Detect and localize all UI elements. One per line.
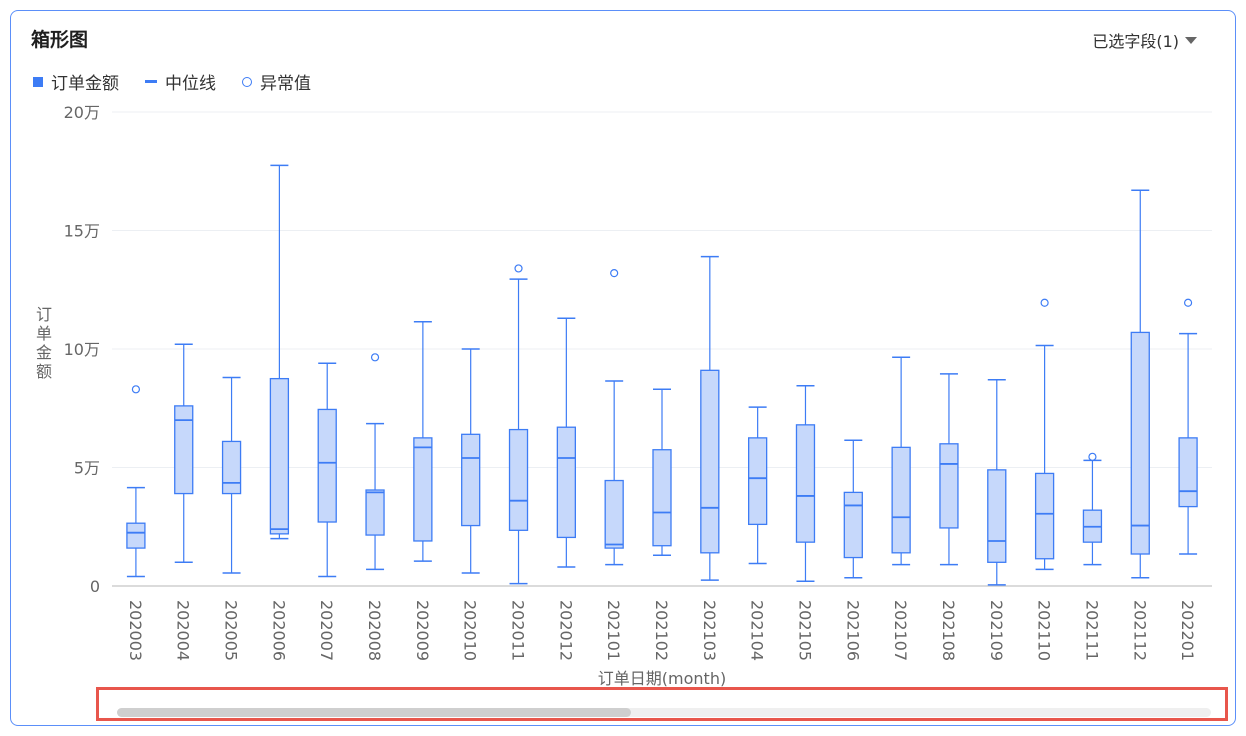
legend-item-outlier[interactable]: 异常值 — [242, 69, 311, 94]
x-tick-label: 202010 — [461, 600, 480, 661]
box-202201 — [1178, 437, 1198, 508]
box-202110 — [1034, 472, 1055, 560]
outlier-point — [370, 353, 380, 362]
x-tick-label: 202102 — [652, 600, 671, 661]
legend-item-order-amount[interactable]: 订单金额 — [33, 69, 119, 94]
x-tick-label: 202107 — [891, 600, 910, 661]
outlier-point — [1088, 452, 1097, 461]
x-tick-label: 202008 — [365, 600, 384, 661]
legend-item-median[interactable]: 中位线 — [145, 69, 216, 94]
box-202003 — [126, 522, 146, 549]
x-tick-label: 202101 — [604, 600, 623, 661]
box-202109 — [987, 469, 1007, 563]
box-202102 — [652, 449, 672, 547]
x-tick-label: 202201 — [1178, 600, 1197, 661]
box-202008 — [365, 489, 385, 536]
chart-title: 箱形图 — [31, 29, 89, 51]
box-202103 — [700, 369, 720, 554]
box-202104 — [748, 437, 768, 526]
horizontal-scrollbar-track[interactable] — [117, 708, 1211, 717]
outlier-point — [610, 269, 619, 278]
x-tick-label: 202112 — [1130, 600, 1149, 661]
legend-label: 订单金额 — [51, 74, 119, 94]
outlier-point — [1183, 298, 1193, 307]
y-tick-label: 5万 — [74, 459, 100, 478]
x-tick-label: 202011 — [509, 600, 528, 661]
x-tick-label: 202003 — [126, 600, 145, 661]
y-axis-label: 订单金额 — [36, 305, 52, 381]
outlier-point — [1040, 298, 1049, 307]
box-202106 — [843, 491, 863, 559]
x-tick-label: 202106 — [843, 600, 862, 661]
x-tick-label: 202006 — [269, 600, 288, 661]
y-tick-label: 0 — [90, 577, 100, 596]
legend: 订单金额 中位线 异常值 — [33, 69, 311, 94]
box-202011 — [508, 428, 529, 531]
field-selector-dropdown[interactable]: 已选字段(1) — [1092, 28, 1197, 52]
box-202105 — [795, 424, 816, 543]
box-202101 — [604, 479, 624, 549]
box-202112 — [1130, 331, 1150, 555]
chart-card: 箱形图 已选字段(1) 订单金额 中位线 异常值 — [10, 10, 1236, 726]
box-202010 — [461, 433, 481, 527]
x-axis-label: 订单日期(month) — [598, 669, 726, 688]
x-tick-label: 202009 — [413, 600, 432, 661]
circle-marker-icon — [242, 76, 252, 87]
x-tick-label: 202007 — [317, 600, 336, 661]
box-202006 — [269, 377, 290, 535]
x-tick-label: 202110 — [1035, 600, 1054, 661]
x-tick-label: 202103 — [700, 600, 719, 661]
x-tick-label: 202109 — [987, 600, 1006, 661]
legend-label: 异常值 — [260, 74, 311, 94]
box-202108 — [939, 443, 959, 529]
box-202107 — [891, 446, 911, 554]
box-202012 — [556, 426, 576, 539]
line-marker-icon — [145, 80, 157, 83]
horizontal-scrollbar-thumb[interactable] — [117, 708, 632, 717]
scrollbar-highlight-frame — [96, 687, 1228, 721]
x-tick-label: 202104 — [748, 600, 767, 661]
box-202007 — [317, 408, 337, 523]
legend-label: 中位线 — [165, 74, 216, 94]
x-tick-label: 202012 — [556, 600, 575, 661]
x-tick-label: 202105 — [795, 600, 814, 661]
field-selector-label: 已选字段(1) — [1092, 32, 1179, 51]
x-tick-label: 202004 — [174, 600, 193, 661]
box-202005 — [221, 440, 242, 495]
x-tick-label: 202111 — [1082, 600, 1101, 661]
box-202004 — [174, 405, 194, 495]
outlier-point — [131, 385, 141, 394]
box-202009 — [413, 437, 433, 542]
y-tick-label: 10万 — [64, 340, 100, 359]
outlier-point — [514, 264, 523, 273]
x-tick-label: 202005 — [222, 600, 241, 661]
x-tick-label: 202108 — [939, 600, 958, 661]
square-marker-icon — [33, 76, 43, 87]
y-tick-label: 15万 — [64, 222, 100, 241]
caret-down-icon — [1185, 36, 1197, 44]
y-tick-label: 20万 — [64, 103, 100, 122]
